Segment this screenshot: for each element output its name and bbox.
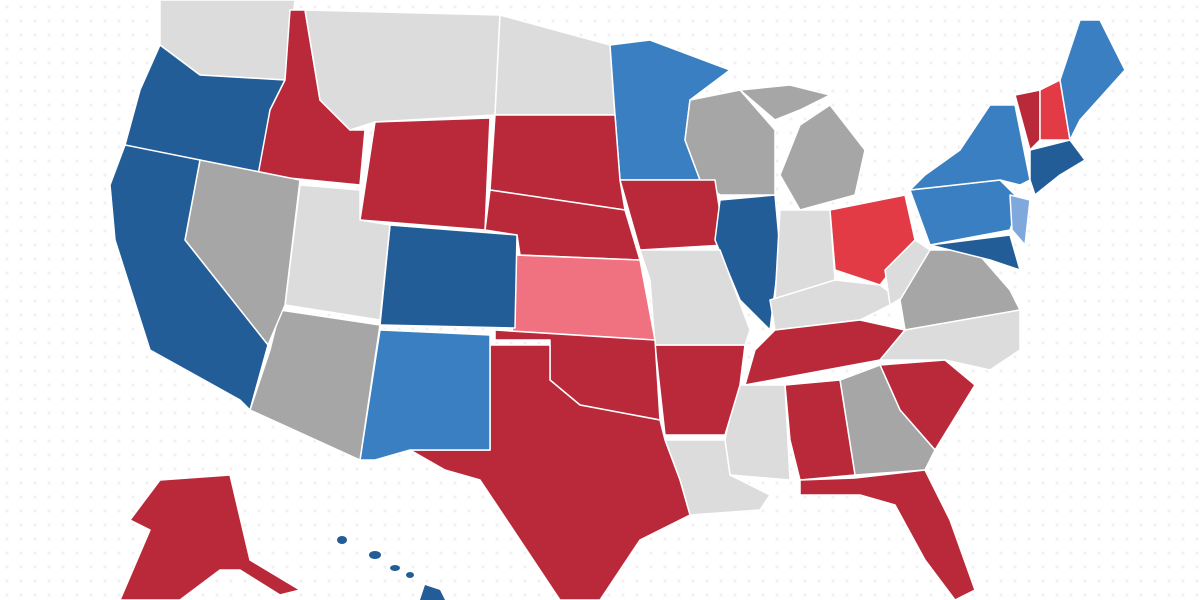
state (929, 234, 1021, 271)
state (684, 89, 776, 196)
state (639, 249, 751, 346)
state (249, 309, 381, 461)
island (406, 572, 414, 578)
state (799, 469, 976, 600)
state (359, 329, 491, 461)
state (489, 114, 626, 211)
state (1009, 194, 1031, 246)
hawaii (337, 536, 445, 600)
island (369, 551, 381, 559)
island (390, 565, 400, 571)
state (714, 194, 781, 331)
state (784, 379, 856, 481)
island (420, 585, 445, 600)
state (359, 117, 491, 231)
state (779, 104, 866, 211)
state (379, 224, 518, 329)
states (109, 0, 1126, 600)
state (109, 144, 269, 411)
state (1029, 139, 1086, 196)
state (119, 474, 301, 600)
state (739, 84, 831, 121)
island (337, 536, 347, 544)
state (879, 309, 1021, 371)
state (511, 254, 656, 341)
state (409, 344, 691, 600)
state (304, 9, 501, 131)
